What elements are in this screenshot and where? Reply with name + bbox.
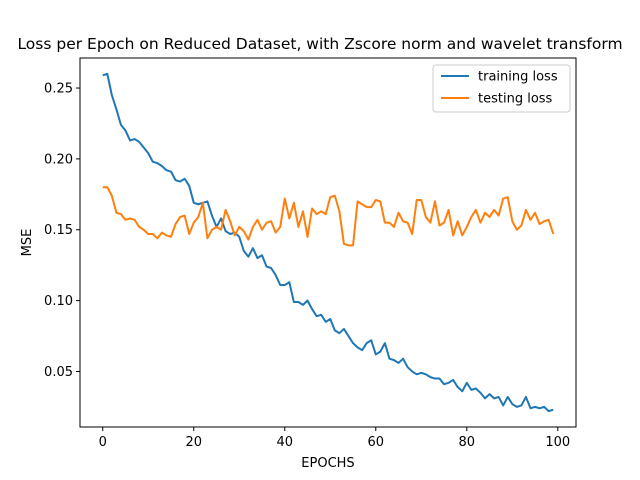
y-tick-label: 0.10 [44, 294, 73, 309]
x-tick-label: 100 [545, 435, 570, 450]
plot-border [79, 57, 577, 428]
x-tick-label: 60 [368, 435, 385, 450]
chart-title: Loss per Epoch on Reduced Dataset, with … [17, 35, 622, 53]
series-line-training-loss [102, 72, 554, 413]
y-axis-title: MSE [20, 229, 35, 257]
x-axis-title: EPOCHS [301, 456, 354, 471]
y-tick-label: 0.15 [44, 223, 73, 238]
legend: training loss testing loss [432, 64, 571, 113]
series-line-testing-loss [102, 186, 555, 247]
x-tick-label: 40 [276, 435, 293, 450]
x-tick-label: 80 [459, 435, 476, 450]
x-tick-label: 0 [99, 435, 107, 450]
legend-label-training-loss: training loss [478, 70, 558, 85]
y-axis: 0.05 0.10 0.15 0.20 0.25 [44, 82, 80, 380]
x-tick-label: 20 [185, 435, 202, 450]
legend-label-testing-loss: testing loss [478, 92, 553, 107]
y-tick-label: 0.25 [44, 82, 73, 97]
y-tick-label: 0.05 [44, 365, 73, 380]
y-tick-label: 0.20 [44, 152, 73, 167]
series-lines [102, 72, 555, 413]
plot-area [80, 58, 576, 427]
x-axis: 0 20 40 60 80 100 [99, 427, 570, 450]
